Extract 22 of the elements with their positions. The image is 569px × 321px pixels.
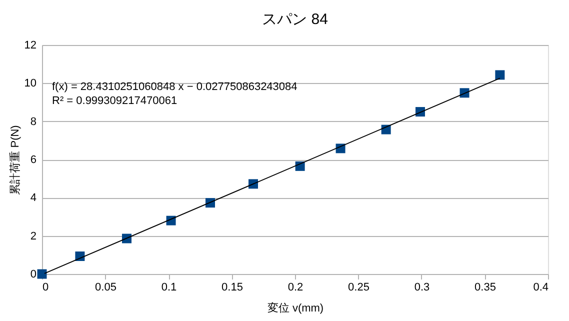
- chart-title: スパン 84: [262, 11, 328, 28]
- x-tick-label: 0.3: [414, 282, 430, 294]
- y-tick-label: 12: [24, 40, 36, 52]
- y-tick-label: 10: [24, 78, 36, 90]
- y-tick-label: 4: [30, 192, 36, 204]
- x-tick-label: 0.05: [95, 282, 116, 294]
- x-tick-label: 0.4: [533, 282, 548, 294]
- x-tick-label: 0.35: [474, 282, 496, 294]
- x-tick-label: 0.15: [222, 282, 243, 294]
- annotation: f(x) = 28.4310251060848 x − 0.027750863243084: [52, 81, 298, 93]
- x-tick-label: 0.2: [288, 282, 304, 294]
- x-tick-label: 0: [42, 282, 49, 294]
- x-tick-label: 0.25: [348, 282, 370, 294]
- y-tick-label: 0: [30, 268, 36, 280]
- annotation: R² = 0.999309217470061: [52, 95, 178, 107]
- x-axis-title: 変位 v(mm): [267, 302, 324, 314]
- x-tick-label: 0.1: [161, 282, 177, 294]
- y-axis-title: 累計荷重 P(N): [8, 125, 22, 195]
- point: [495, 70, 505, 80]
- y-tick-label: 2: [30, 230, 36, 242]
- y-tick-label: 6: [30, 154, 36, 166]
- y-tick-label: 8: [30, 116, 36, 128]
